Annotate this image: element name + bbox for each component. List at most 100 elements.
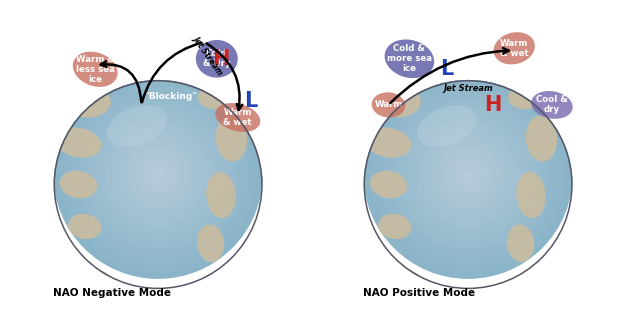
Circle shape (366, 72, 570, 276)
Circle shape (460, 166, 476, 182)
Text: "Blocking": "Blocking" (144, 92, 197, 101)
Text: NAO Positive Mode: NAO Positive Mode (363, 288, 476, 298)
Circle shape (421, 127, 515, 221)
Circle shape (53, 69, 263, 279)
Circle shape (426, 132, 510, 216)
Ellipse shape (464, 53, 485, 65)
Circle shape (432, 137, 505, 211)
Circle shape (387, 93, 549, 255)
Circle shape (458, 164, 479, 185)
Circle shape (111, 127, 205, 221)
Circle shape (66, 82, 250, 266)
Circle shape (156, 171, 161, 177)
Circle shape (423, 130, 513, 219)
Ellipse shape (196, 40, 237, 78)
Circle shape (135, 151, 182, 198)
Circle shape (100, 116, 216, 232)
Circle shape (74, 90, 242, 258)
Circle shape (105, 122, 211, 226)
Circle shape (382, 88, 554, 261)
Circle shape (108, 124, 208, 224)
Circle shape (389, 95, 547, 253)
Text: L: L (244, 91, 257, 111)
Ellipse shape (376, 40, 435, 78)
Ellipse shape (58, 84, 111, 118)
Ellipse shape (154, 53, 175, 65)
Text: L: L (441, 59, 454, 79)
Circle shape (116, 132, 200, 216)
Circle shape (85, 101, 231, 248)
Text: Warm
& wet: Warm & wet (500, 39, 528, 58)
Circle shape (148, 164, 169, 185)
Circle shape (122, 137, 195, 211)
Circle shape (384, 90, 552, 258)
Circle shape (140, 156, 177, 192)
Circle shape (410, 116, 526, 232)
Text: Jet Stream: Jet Stream (192, 33, 225, 76)
Circle shape (132, 148, 184, 200)
Circle shape (429, 135, 507, 213)
Circle shape (445, 151, 492, 198)
Text: H: H (212, 49, 229, 69)
Ellipse shape (60, 171, 97, 198)
Circle shape (436, 143, 500, 205)
Ellipse shape (85, 271, 114, 308)
Circle shape (87, 103, 229, 245)
Ellipse shape (531, 91, 573, 119)
Ellipse shape (384, 40, 434, 78)
Circle shape (137, 153, 179, 195)
Circle shape (368, 75, 568, 274)
Ellipse shape (508, 84, 546, 109)
Circle shape (150, 166, 166, 182)
Ellipse shape (366, 128, 411, 158)
Ellipse shape (372, 92, 405, 117)
Circle shape (143, 158, 174, 190)
Circle shape (463, 169, 473, 179)
Ellipse shape (378, 214, 412, 239)
Ellipse shape (107, 105, 167, 147)
Circle shape (98, 114, 218, 234)
Ellipse shape (198, 84, 236, 109)
Text: Warm: Warm (374, 100, 402, 109)
Circle shape (379, 85, 557, 263)
Circle shape (374, 80, 562, 268)
Text: Cold
& Dry: Cold & Dry (203, 49, 231, 68)
Ellipse shape (516, 172, 546, 218)
Circle shape (90, 106, 226, 242)
Circle shape (442, 148, 494, 200)
Ellipse shape (66, 40, 125, 78)
Ellipse shape (370, 171, 407, 198)
Ellipse shape (216, 115, 247, 161)
Circle shape (440, 145, 497, 203)
Ellipse shape (56, 128, 101, 158)
Text: Warm &
less sea
ice: Warm & less sea ice (76, 55, 115, 84)
Circle shape (402, 108, 534, 240)
Circle shape (69, 85, 247, 263)
Text: Cold &
more sea
ice: Cold & more sea ice (387, 44, 432, 73)
Circle shape (103, 119, 213, 229)
Circle shape (130, 145, 187, 203)
Circle shape (397, 103, 539, 245)
Text: Warm
& wet: Warm & wet (223, 108, 252, 127)
Circle shape (400, 106, 536, 242)
Circle shape (124, 140, 192, 208)
Ellipse shape (177, 44, 223, 74)
Circle shape (82, 98, 234, 250)
Ellipse shape (146, 19, 192, 48)
Text: Cold &
snowy: Cold & snowy (45, 95, 78, 115)
Circle shape (450, 156, 487, 192)
Ellipse shape (73, 52, 118, 87)
Circle shape (413, 119, 523, 229)
Circle shape (376, 82, 560, 266)
Circle shape (77, 93, 239, 255)
Text: NAO Negative Mode: NAO Negative Mode (53, 288, 171, 298)
Ellipse shape (456, 19, 502, 48)
Circle shape (153, 169, 163, 179)
Circle shape (453, 158, 484, 190)
Ellipse shape (487, 44, 533, 74)
Circle shape (113, 130, 203, 219)
Circle shape (447, 153, 489, 195)
Circle shape (408, 114, 528, 234)
Text: Jet Stream: Jet Stream (443, 84, 493, 93)
Text: H: H (485, 95, 502, 115)
